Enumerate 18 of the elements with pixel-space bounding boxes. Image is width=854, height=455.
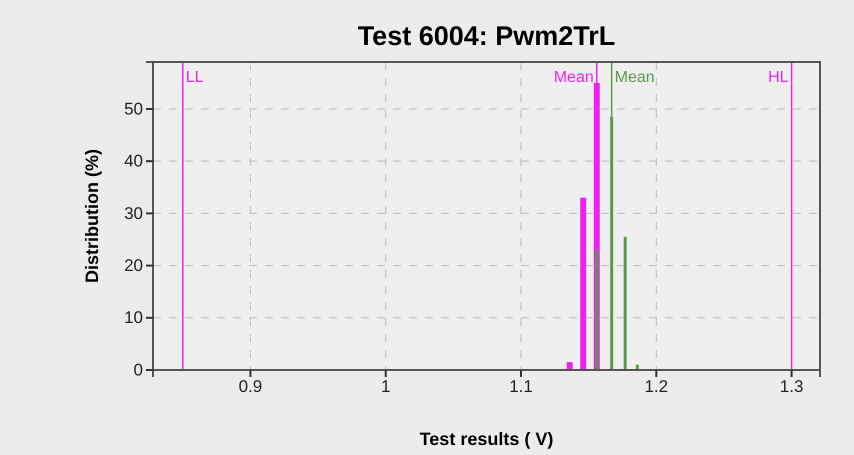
y-tick-label: 10 <box>124 308 143 328</box>
y-tick-label: 0 <box>134 360 143 380</box>
ref-line-label: HL <box>768 69 789 86</box>
chart-title: Test 6004: Pwm2TrL <box>358 21 616 51</box>
x-axis-title: Test results ( V) <box>420 429 554 449</box>
ref-line-label: LL <box>186 69 204 86</box>
x-tick-label: 1.1 <box>509 377 533 396</box>
y-axis-title: Distribution (%) <box>82 149 102 283</box>
ref-line-label: Mean <box>554 69 594 86</box>
y-tick-label: 50 <box>124 99 143 118</box>
y-tick-label: 20 <box>124 256 143 276</box>
x-tick-label: 1.2 <box>644 377 668 396</box>
y-tick-label: 30 <box>124 204 143 223</box>
ref-line-label: Mean <box>614 69 655 86</box>
y-tick-label: 40 <box>124 152 143 171</box>
x-tick-label: 1.3 <box>780 377 804 396</box>
x-tick-label: 1 <box>380 377 390 396</box>
x-tick-label: 0.9 <box>238 377 262 396</box>
